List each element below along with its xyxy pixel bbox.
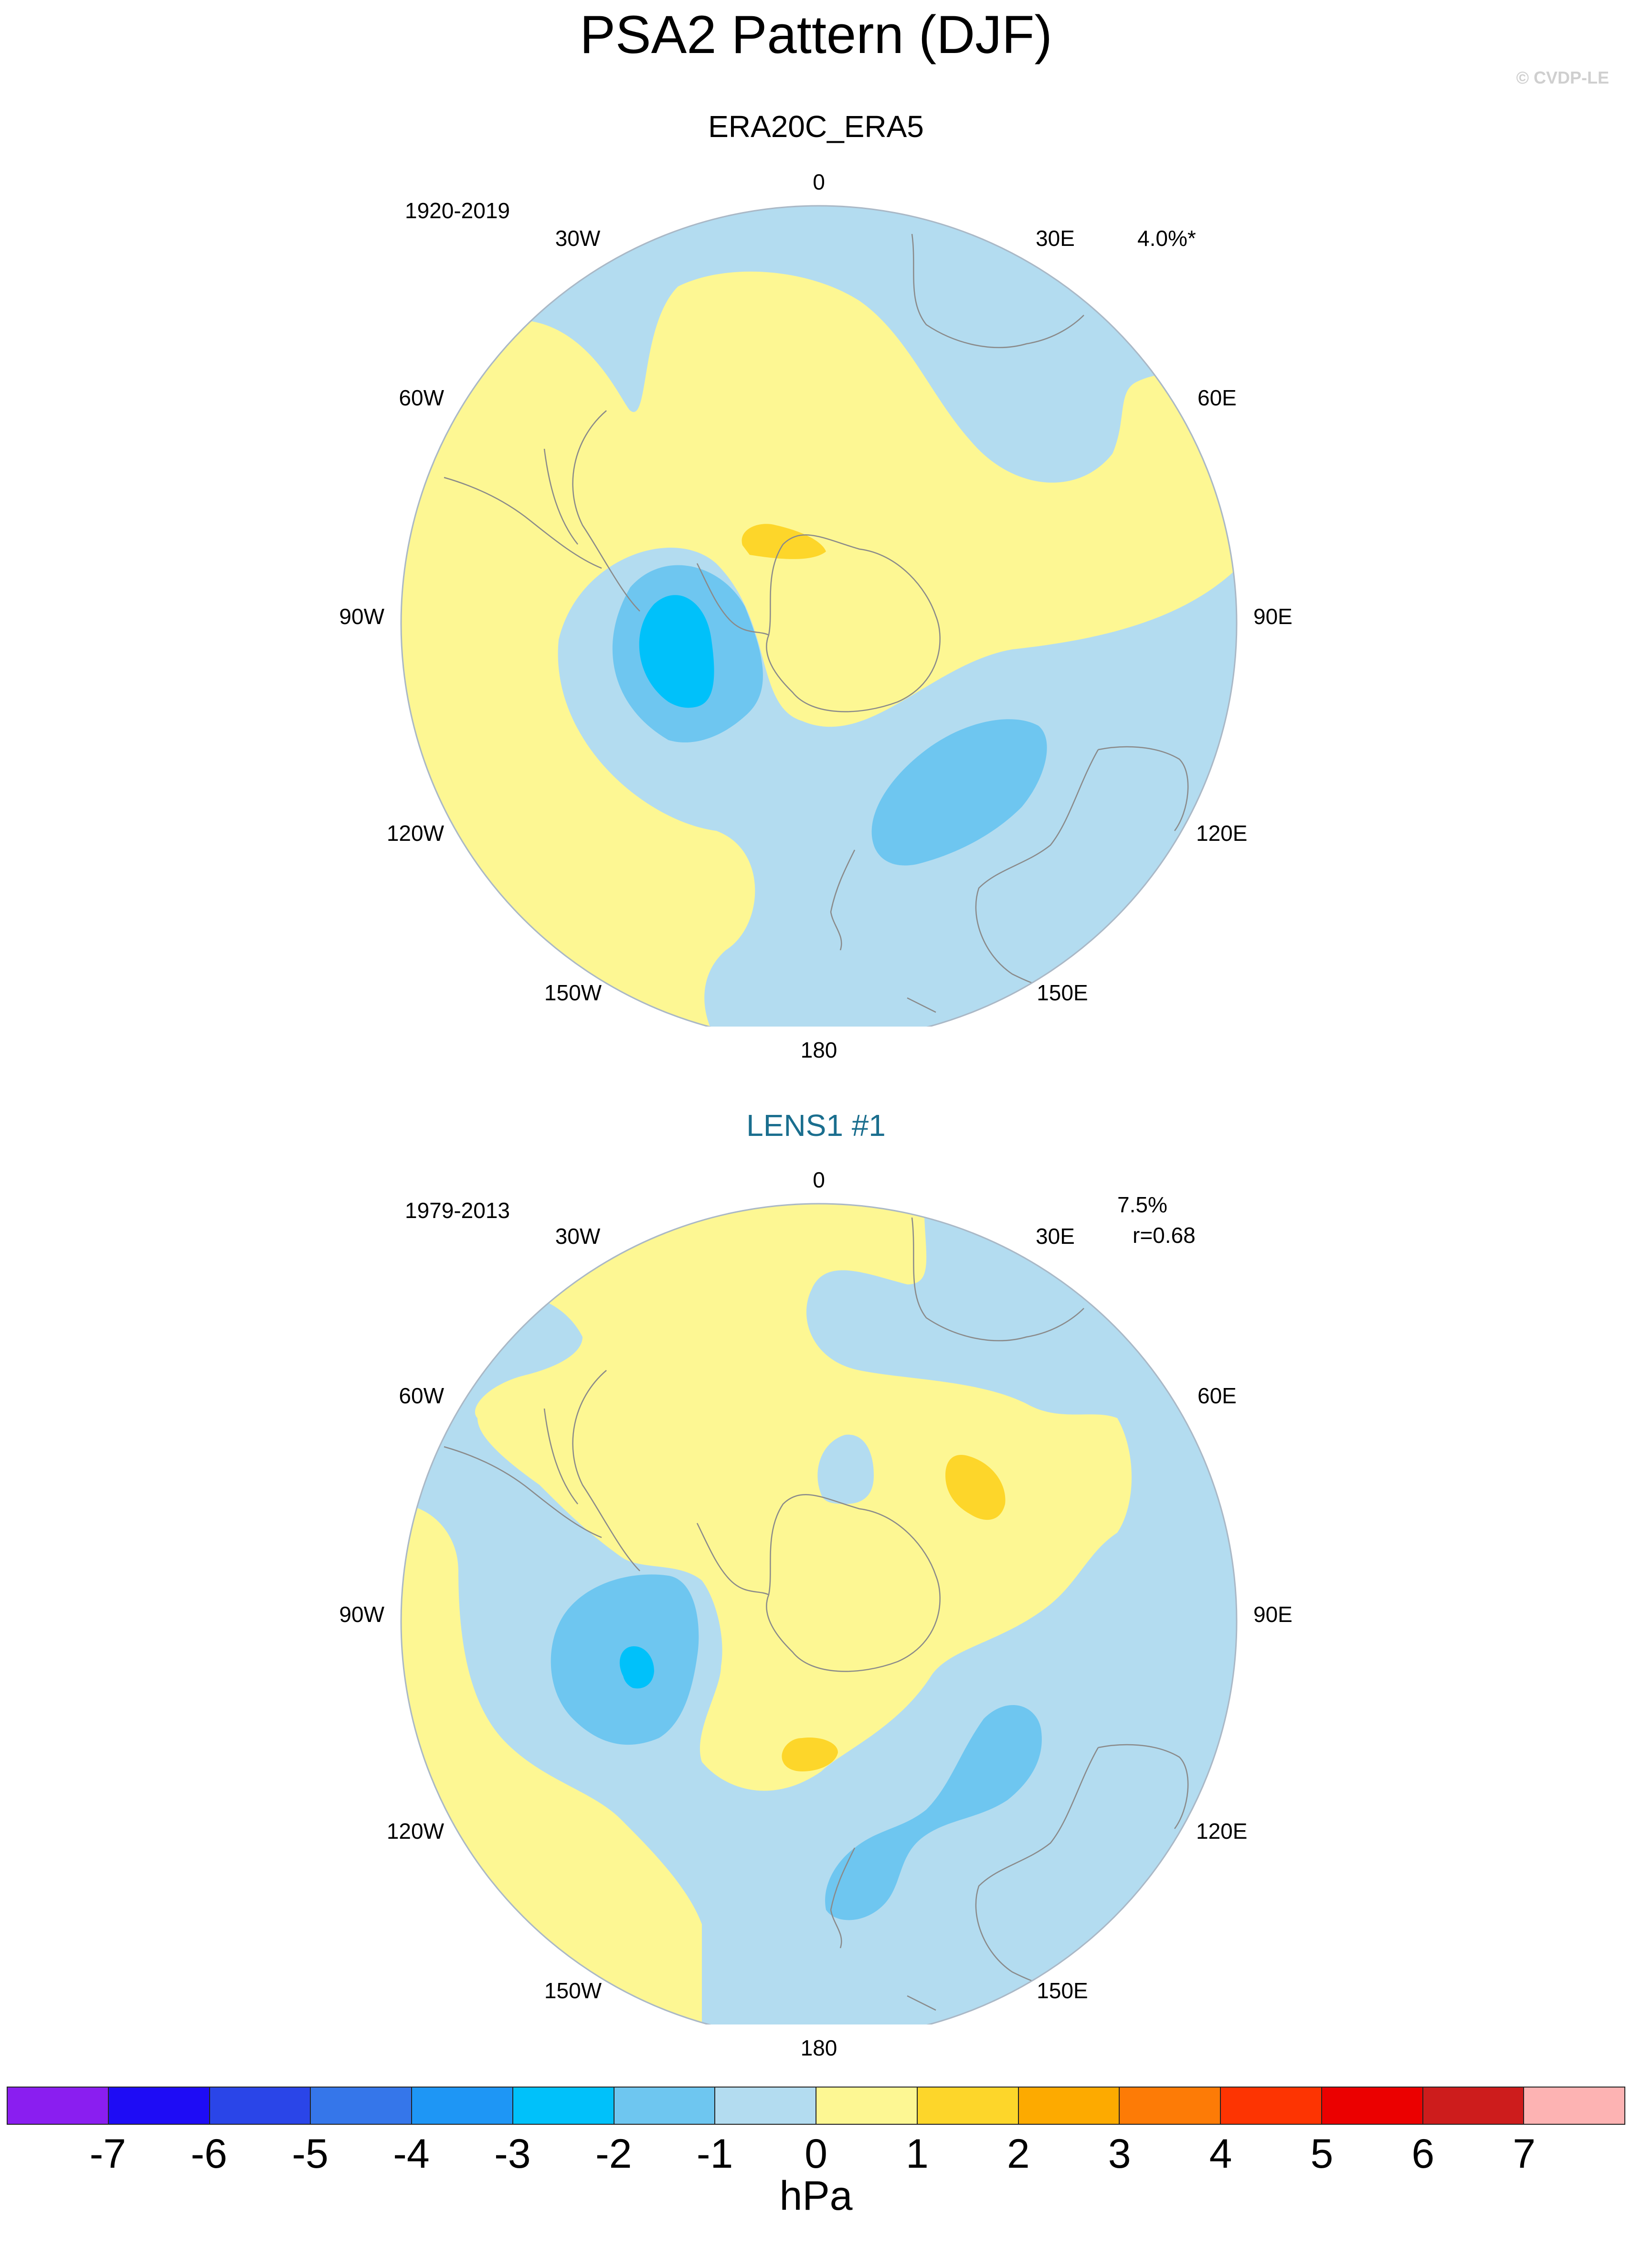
panel-1-lon-60w: 60W: [399, 385, 444, 410]
panel-2-lon-0: 0: [813, 1167, 825, 1192]
panel-1-lon-30e: 30E: [1036, 226, 1075, 251]
panel-1-lon-150e: 150E: [1037, 980, 1088, 1005]
colorbar-tick-label: 6: [1411, 2131, 1435, 2177]
panel-2-lon-180: 180: [800, 2035, 837, 2060]
panel-2-negative-low-center: [619, 1646, 654, 1689]
colorbar-tick-label: 7: [1513, 2131, 1536, 2177]
colorbar-tick-label: 5: [1310, 2131, 1334, 2177]
colorbar-box: [715, 2088, 816, 2124]
panel-1-negative-secondary: [871, 719, 1047, 866]
panel-2-variance: 7.5%: [1117, 1192, 1167, 1217]
colorbar-tick-label: 0: [805, 2131, 827, 2177]
colorbar-box: [8, 2088, 109, 2124]
colorbar-tick-label: -5: [292, 2131, 329, 2177]
panel-2-lon-60w: 60W: [399, 1383, 444, 1408]
colorbar-tick-label: -4: [393, 2131, 430, 2177]
colorbar-tick-label: 2: [1007, 2131, 1030, 2177]
panel-1-lon-0: 0: [813, 170, 825, 194]
panel-2-positive-center-east: [945, 1454, 1006, 1520]
panel-2-positive-region: [401, 1204, 1132, 1791]
panel-2-lon-150w: 150W: [544, 1978, 602, 2003]
colorbar-tick-label: -1: [696, 2131, 733, 2177]
panel-1-negative-low-center: [639, 595, 714, 708]
panel-1-map-boundary: [400, 205, 1238, 1027]
colorbar-tick-label: 4: [1209, 2131, 1232, 2177]
colorbar-box: [1423, 2088, 1525, 2124]
panel-1-lon-30w: 30W: [555, 226, 601, 251]
colorbar-box: [108, 2088, 210, 2124]
panel-2-contours: [401, 1204, 1237, 2024]
panel-2-lon-90w: 90W: [339, 1602, 384, 1627]
panel-1-lon-90w: 90W: [339, 604, 384, 629]
panel-2-correlation: r=0.68: [1133, 1223, 1196, 1248]
panel-1-years: 1920-2019: [405, 198, 510, 223]
colorbar-box: [311, 2088, 412, 2124]
colorbar-tick-label: 3: [1108, 2131, 1131, 2177]
panel-2-negative-island: [817, 1434, 874, 1504]
panel-2-lon-150e: 150E: [1037, 1978, 1088, 2003]
colorbar-tick-label: -2: [595, 2131, 632, 2177]
panel-1-title: ERA20C_ERA5: [708, 109, 924, 144]
panel-2-title: LENS1 #1: [746, 1108, 886, 1143]
colorbar-box: [412, 2088, 513, 2124]
panel-1-lon-150w: 150W: [544, 980, 602, 1005]
colorbar-box: [1322, 2088, 1423, 2124]
colorbar-box: [1018, 2088, 1120, 2124]
panel-1-positive-center: [742, 524, 826, 559]
colorbar-box: [614, 2088, 716, 2124]
panel-2-map: [400, 1203, 1238, 2024]
colorbar-box: [816, 2088, 918, 2124]
colorbar: [7, 2087, 1625, 2125]
panel-2-lon-30e: 30E: [1036, 1224, 1075, 1249]
panel-2-lon-120w: 120W: [386, 1819, 444, 1844]
colorbar-tick-label: -3: [494, 2131, 531, 2177]
panel-1-lon-180: 180: [800, 1038, 837, 1062]
panel-2-map-boundary: [400, 1203, 1238, 2024]
panel-2-coastlines: [444, 1217, 1189, 2011]
panel-1-lon-120w: 120W: [386, 821, 444, 846]
colorbar-box: [1221, 2088, 1322, 2124]
panel-2-years: 1979-2013: [405, 1198, 510, 1223]
panel-1-lon-60e: 60E: [1198, 385, 1237, 410]
panel-1-map: [400, 205, 1238, 1027]
panel-1-coastlines: [444, 233, 1189, 1013]
panel-2-lon-90e: 90E: [1253, 1602, 1293, 1627]
colorbar-box: [1524, 2088, 1624, 2124]
colorbar-box: [513, 2088, 615, 2124]
colorbar-box: [1120, 2088, 1221, 2124]
panel-2-negative-secondary: [825, 1705, 1042, 1920]
figure-title: PSA2 Pattern (DJF): [580, 5, 1052, 64]
colorbar-box: [210, 2088, 311, 2124]
panel-2-lon-120e: 120E: [1196, 1819, 1248, 1844]
panel-1-variance: 4.0%*: [1137, 226, 1196, 251]
panel-1-lon-90e: 90E: [1253, 604, 1293, 629]
colorbar-tick-label: -7: [89, 2131, 127, 2177]
copyright-text: © CVDP-LE: [1516, 68, 1609, 87]
panel-2-positive-center-south: [782, 1738, 838, 1771]
panel-1-contours: [401, 206, 1237, 1027]
colorbar-box: [917, 2088, 1019, 2124]
panel-1-lon-120e: 120E: [1196, 821, 1248, 846]
colorbar-units: hPa: [779, 2173, 853, 2219]
panel-2-lon-30w: 30W: [555, 1224, 601, 1249]
panel-2-lon-60e: 60E: [1198, 1383, 1237, 1408]
colorbar-tick-label: -6: [191, 2131, 227, 2177]
panel-1-positive-region: [401, 271, 1237, 1027]
colorbar-tick-label: 1: [905, 2131, 929, 2177]
